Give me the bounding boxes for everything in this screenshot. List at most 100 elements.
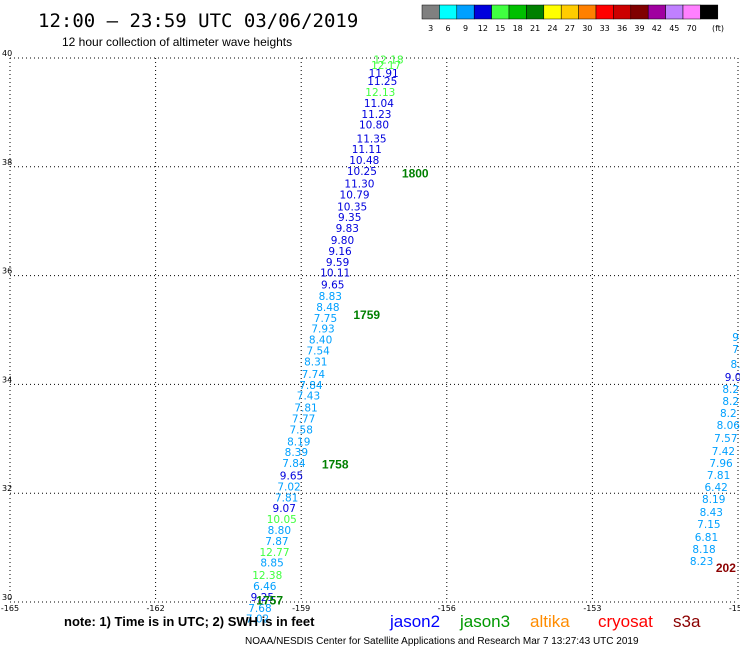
credit-line: NOAA/NESDIS Center for Satellite Applica… — [245, 636, 639, 647]
wave-height-point: 12.77 — [259, 547, 289, 559]
footnote: note: 1) Time is in UTC; 2) SWH is in fe… — [64, 614, 315, 629]
x-tick-label: -153 — [583, 604, 601, 613]
y-tick-label: 38 — [2, 158, 12, 167]
wave-height-point: 8.2 — [722, 396, 739, 408]
wave-height-point: 8.19 — [702, 494, 725, 506]
wave-height-point: 8.23 — [690, 556, 713, 568]
legend-label: 70 — [687, 24, 697, 33]
wave-height-point: 7.42 — [712, 446, 735, 458]
legend-swatch — [682, 4, 701, 20]
y-tick-label: 36 — [2, 267, 12, 276]
legend-swatch — [526, 4, 545, 20]
pass-time-label: 1757 — [256, 594, 283, 608]
wave-height-point: 7.15 — [697, 519, 720, 531]
wave-height-point: 8.40 — [309, 335, 332, 347]
wave-height-point: 8.43 — [700, 507, 723, 519]
wave-height-point: 11.23 — [361, 109, 391, 121]
chart-title: 12:00 – 23:59 UTC 03/06/2019 — [38, 10, 358, 32]
wave-height-point: 10.05 — [267, 514, 297, 526]
wave-height-point: 7.77 — [292, 413, 315, 425]
y-tick-label: 34 — [2, 375, 12, 384]
color-scale-legend: 3 6 9 12 15 18 21 24 27 30 33 36 39 42 45 70 — [421, 4, 719, 33]
wave-height-point: 7.58 — [290, 424, 313, 436]
legend-label: 6 — [446, 24, 451, 33]
pass-time-label: 202 — [716, 561, 736, 575]
satellite-key-item: altika — [530, 612, 570, 631]
wave-height-point: 7.81 — [707, 470, 730, 482]
legend-unit: (ft) — [712, 24, 724, 33]
wave-height-point: 9.65 — [280, 471, 303, 483]
legend-label: 18 — [513, 24, 523, 33]
wave-height-point: 10.25 — [347, 166, 377, 178]
wave-height-point: 9.35 — [338, 212, 361, 224]
wave-height-point: 8.48 — [316, 302, 339, 314]
wave-height-point: 7.93 — [311, 324, 334, 336]
wave-height-point: 7.43 — [297, 391, 320, 403]
x-tick-label: -150 — [729, 604, 740, 613]
wave-height-point: 9.16 — [328, 246, 352, 258]
wave-height-point: 8. — [731, 359, 740, 371]
legend-label: 9 — [463, 24, 468, 33]
wave-height-point: 7.02 — [277, 481, 300, 493]
wave-height-point: 8.80 — [268, 525, 291, 537]
legend-label: 3 — [428, 24, 433, 33]
y-tick-label: 32 — [2, 484, 12, 493]
legend-swatch — [491, 4, 510, 20]
pass-time-label: 1800 — [402, 167, 429, 181]
legend-swatch — [578, 4, 597, 20]
satellite-key: jason2 jason3 altika cryosat s3a — [389, 612, 701, 631]
wave-height-values: 12.1812.1711.9111.2512.1311.0411.2310.80… — [246, 54, 740, 625]
x-tick-label: -165 — [1, 604, 19, 613]
x-tick-label: -159 — [292, 604, 310, 613]
wave-height-point: 7.57 — [714, 433, 737, 445]
wave-height-point: 7.02 — [246, 614, 269, 626]
legend-label: 39 — [634, 24, 644, 33]
wave-height-point: 9.83 — [336, 223, 359, 235]
legend-label: 36 — [617, 24, 627, 33]
wave-height-point: 11.30 — [344, 178, 374, 190]
wave-height-point: 7 — [732, 344, 739, 356]
legend-label: 12 — [478, 24, 488, 33]
pass-time-labels: 1800 1759 1758 1757 202 — [256, 167, 736, 608]
wave-height-point: 7.96 — [709, 458, 733, 470]
legend-label: 30 — [582, 24, 592, 33]
y-axis-ticks: 30 32 34 36 38 40 — [2, 49, 12, 602]
legend-swatch — [543, 4, 562, 20]
wave-height-point: 10.80 — [359, 120, 389, 132]
wave-height-point: 8.2 — [722, 384, 739, 396]
wave-height-point: 8.39 — [285, 447, 308, 459]
wave-height-point: 9.0 — [725, 372, 740, 384]
chart-subtitle: 12 hour collection of altimeter wave hei… — [62, 35, 292, 49]
wave-height-point: 12.13 — [365, 87, 395, 99]
wave-height-point: 8.2 — [720, 408, 737, 420]
wave-height-point: 7.81 — [275, 492, 298, 504]
wave-height-point: 12.17 — [371, 60, 401, 72]
wave-height-point: 10.79 — [340, 189, 370, 201]
wave-height-point: 10.35 — [337, 201, 367, 213]
wave-height-point: 9.80 — [331, 235, 354, 247]
wave-height-point: 9.65 — [321, 280, 344, 292]
satellite-key-item: jason3 — [459, 612, 510, 631]
wave-height-point: 6.42 — [704, 482, 727, 494]
wave-height-point: 9.07 — [273, 503, 296, 515]
legend-label: 15 — [495, 24, 505, 33]
wave-height-point: 8.06 — [717, 420, 740, 432]
pass-time-label: 1758 — [322, 458, 349, 472]
wave-height-point: 11.91 — [369, 68, 399, 80]
legend-swatch — [473, 4, 492, 20]
lat-lon-grid — [9, 57, 739, 603]
wave-height-point: 9 — [732, 332, 739, 344]
wave-height-point: 7.54 — [306, 345, 330, 357]
legend-label: 27 — [565, 24, 575, 33]
legend-swatch — [665, 4, 684, 20]
wave-height-point: 9.25 — [251, 592, 274, 604]
wave-height-point: 8.83 — [319, 291, 342, 303]
satellite-key-item: s3a — [673, 612, 701, 631]
wave-height-point: 6.46 — [253, 581, 277, 593]
legend-swatch — [456, 4, 475, 20]
legend-label: 21 — [530, 24, 540, 33]
wave-height-point: 7.74 — [302, 369, 326, 381]
y-tick-label: 40 — [2, 49, 12, 58]
wave-height-point: 11.04 — [364, 98, 394, 110]
